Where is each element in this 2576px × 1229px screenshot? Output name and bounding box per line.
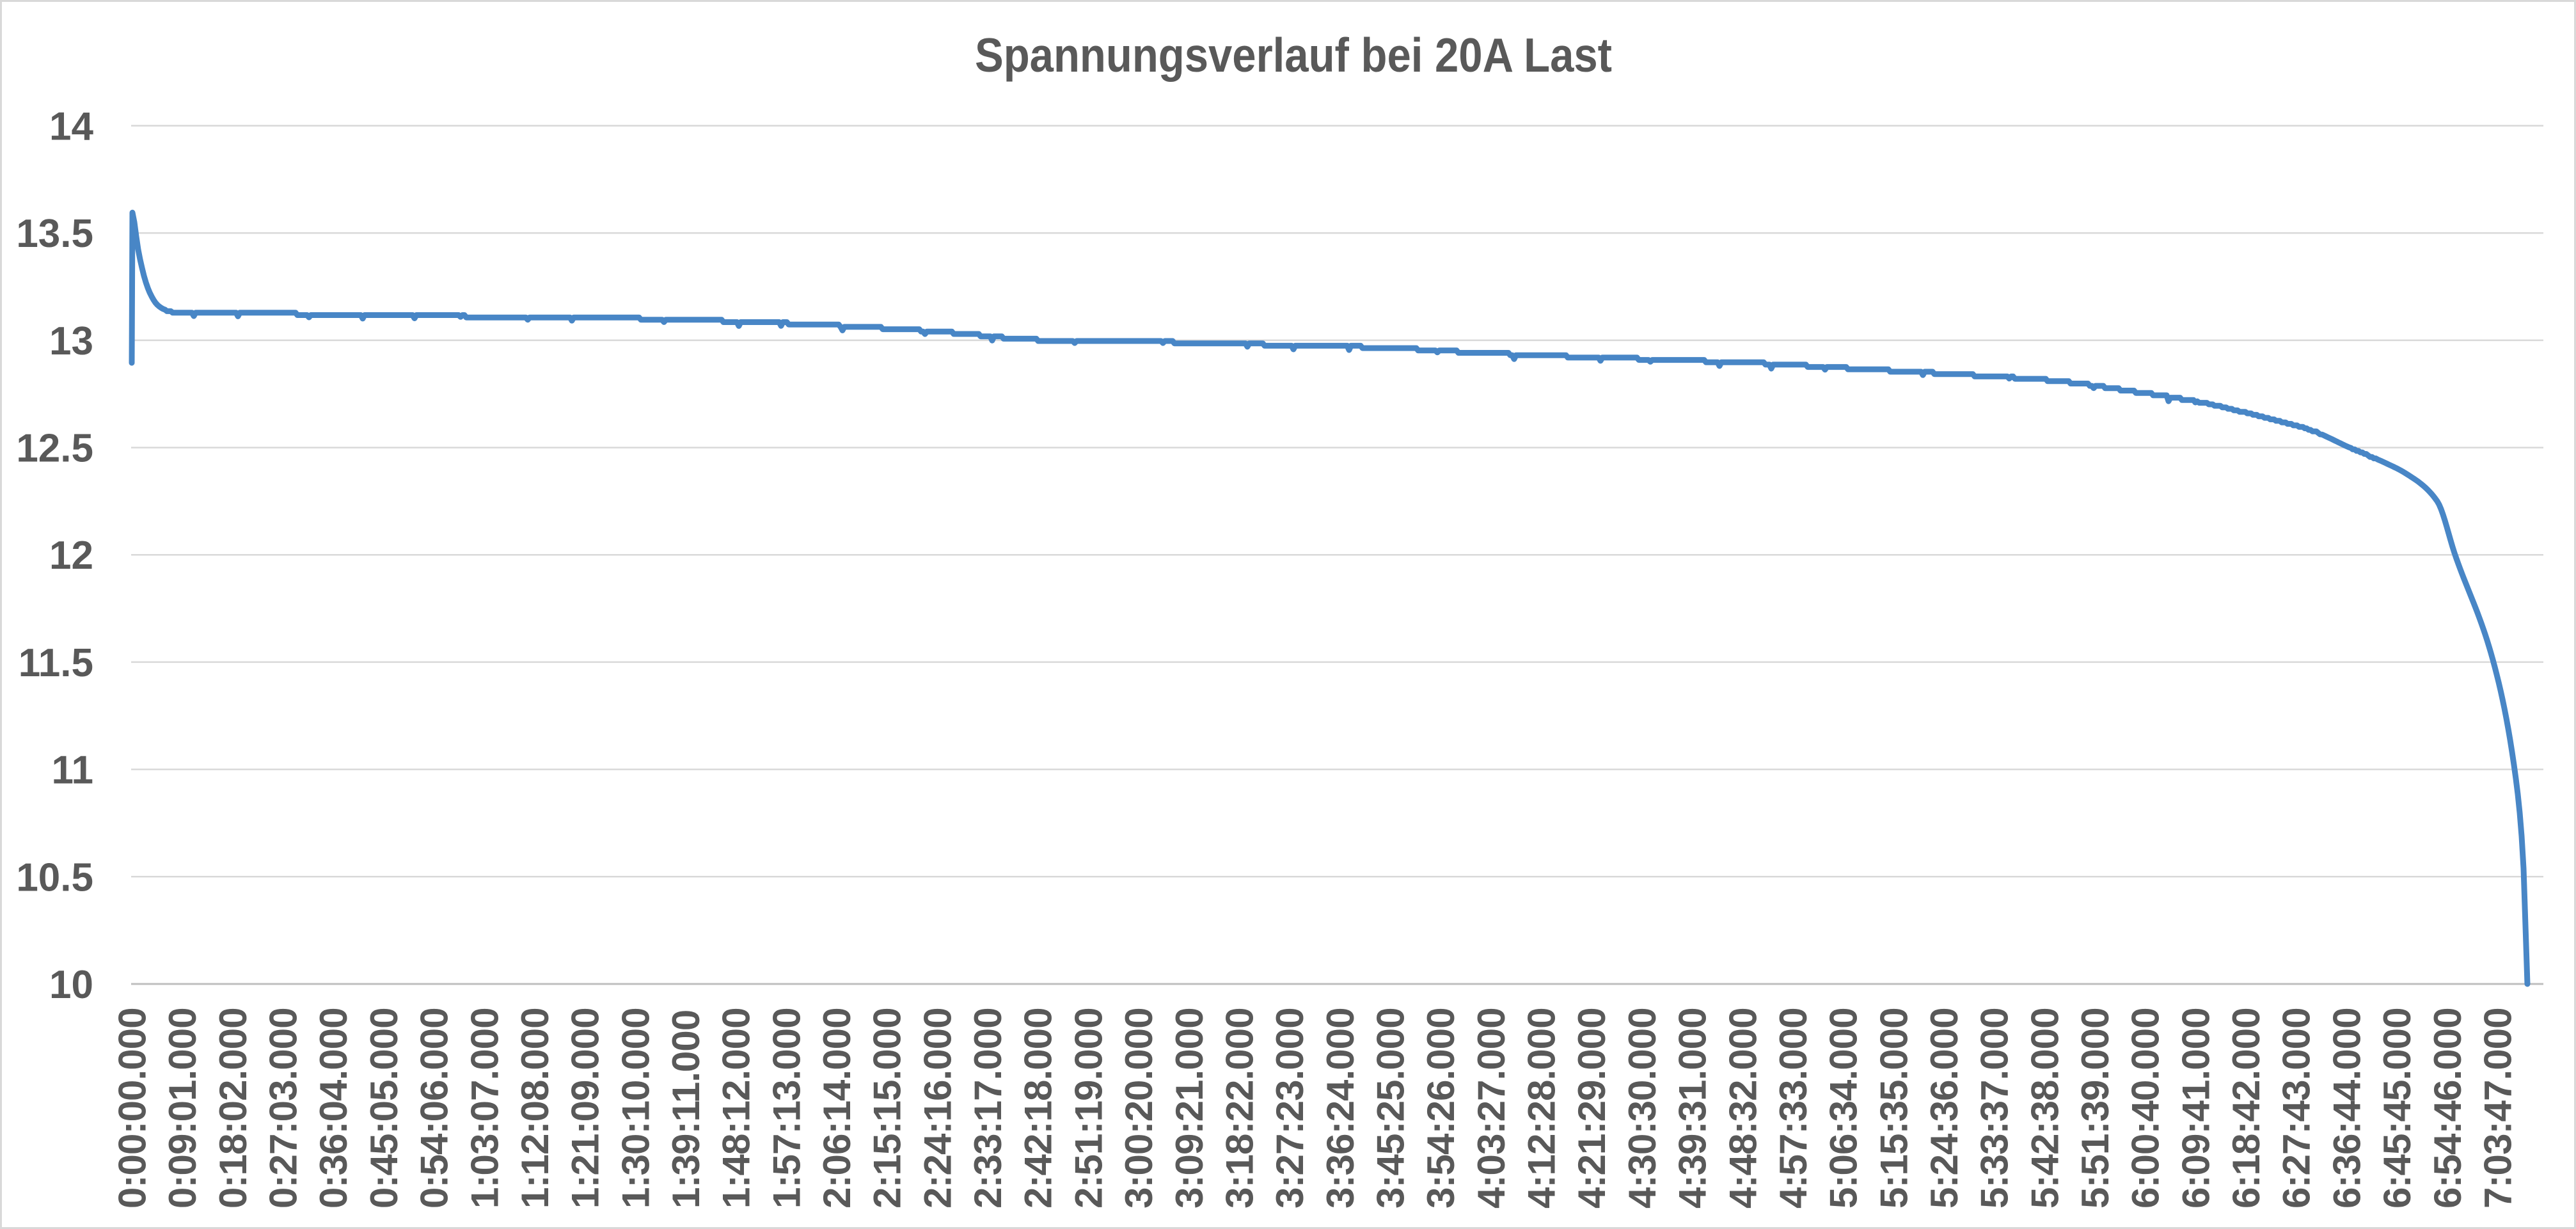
svg-text:1:48:12.000: 1:48:12.000 (715, 1008, 758, 1209)
svg-text:0:27:03.000: 0:27:03.000 (262, 1008, 305, 1209)
svg-text:3:54:26.000: 3:54:26.000 (1419, 1008, 1462, 1209)
svg-text:12: 12 (49, 534, 93, 578)
svg-text:3:36:24.000: 3:36:24.000 (1319, 1008, 1362, 1209)
svg-text:2:42:18.000: 2:42:18.000 (1017, 1008, 1060, 1209)
svg-text:4:03:27.000: 4:03:27.000 (1470, 1008, 1513, 1209)
svg-text:Spannungsverlauf bei 20A Last: Spannungsverlauf bei 20A Last (975, 28, 1612, 82)
svg-text:3:09:21.000: 3:09:21.000 (1168, 1008, 1211, 1209)
svg-text:6:27:43.000: 6:27:43.000 (2275, 1008, 2318, 1209)
svg-text:1:57:13.000: 1:57:13.000 (765, 1008, 808, 1209)
svg-text:1:30:10.000: 1:30:10.000 (614, 1008, 657, 1209)
svg-text:4:39:31.000: 4:39:31.000 (1671, 1008, 1714, 1209)
svg-text:3:00:20.000: 3:00:20.000 (1118, 1008, 1160, 1209)
svg-text:0:00:00.000: 0:00:00.000 (111, 1008, 154, 1209)
svg-text:12.5: 12.5 (16, 427, 93, 471)
svg-text:10: 10 (49, 963, 93, 1007)
svg-text:0:45:05.000: 0:45:05.000 (363, 1008, 406, 1209)
svg-text:13.5: 13.5 (16, 212, 93, 256)
svg-text:6:09:41.000: 6:09:41.000 (2174, 1008, 2217, 1209)
svg-text:4:30:30.000: 4:30:30.000 (1621, 1008, 1664, 1209)
svg-text:4:48:32.000: 4:48:32.000 (1721, 1008, 1764, 1209)
svg-text:1:39:11.000: 1:39:11.000 (665, 1010, 707, 1209)
svg-text:3:18:22.000: 3:18:22.000 (1219, 1008, 1261, 1209)
svg-text:4:21:29.000: 4:21:29.000 (1570, 1008, 1613, 1209)
svg-text:11: 11 (51, 749, 93, 793)
svg-text:5:06:34.000: 5:06:34.000 (1822, 1008, 1865, 1209)
svg-text:5:15:35.000: 5:15:35.000 (1872, 1008, 1915, 1209)
svg-text:2:15:15.000: 2:15:15.000 (866, 1008, 909, 1209)
svg-text:0:18:02.000: 0:18:02.000 (212, 1008, 255, 1209)
svg-text:5:51:39.000: 5:51:39.000 (2074, 1008, 2117, 1209)
svg-text:1:03:07.000: 1:03:07.000 (463, 1008, 506, 1209)
svg-text:2:24:16.000: 2:24:16.000 (916, 1008, 959, 1209)
svg-text:4:12:28.000: 4:12:28.000 (1521, 1008, 1563, 1209)
svg-text:0:54:06.000: 0:54:06.000 (413, 1008, 456, 1209)
svg-text:6:45:45.000: 6:45:45.000 (2376, 1008, 2419, 1209)
svg-text:2:06:14.000: 2:06:14.000 (816, 1008, 858, 1209)
svg-text:11.5: 11.5 (19, 641, 93, 685)
svg-text:4:57:33.000: 4:57:33.000 (1772, 1008, 1815, 1209)
svg-text:13: 13 (49, 319, 93, 363)
svg-text:5:42:38.000: 5:42:38.000 (2023, 1008, 2066, 1209)
svg-text:6:18:42.000: 6:18:42.000 (2225, 1008, 2268, 1209)
svg-text:6:00:40.000: 6:00:40.000 (2124, 1008, 2167, 1209)
svg-text:7:03:47.000: 7:03:47.000 (2477, 1008, 2520, 1209)
svg-text:1:12:08.000: 1:12:08.000 (514, 1008, 557, 1209)
svg-text:2:51:19.000: 2:51:19.000 (1067, 1008, 1110, 1209)
svg-text:0:09:01.000: 0:09:01.000 (161, 1008, 204, 1209)
svg-text:10.5: 10.5 (16, 855, 93, 900)
svg-text:5:33:37.000: 5:33:37.000 (1973, 1008, 2016, 1209)
svg-text:3:27:23.000: 3:27:23.000 (1268, 1008, 1311, 1209)
svg-text:0:36:04.000: 0:36:04.000 (312, 1008, 355, 1209)
svg-text:6:54:46.000: 6:54:46.000 (2426, 1008, 2469, 1209)
svg-text:1:21:09.000: 1:21:09.000 (564, 1008, 607, 1209)
svg-text:14: 14 (49, 105, 93, 149)
svg-text:3:45:25.000: 3:45:25.000 (1370, 1008, 1412, 1209)
svg-text:2:33:17.000: 2:33:17.000 (967, 1008, 1009, 1209)
svg-text:5:24:36.000: 5:24:36.000 (1923, 1008, 1966, 1209)
svg-text:6:36:44.000: 6:36:44.000 (2325, 1008, 2368, 1209)
